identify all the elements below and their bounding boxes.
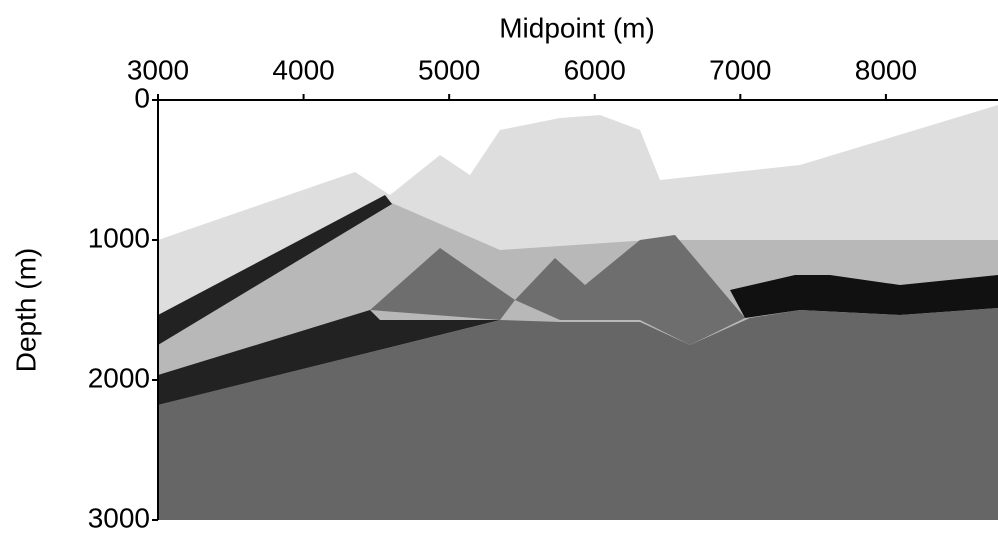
lower-dark-band	[158, 310, 500, 405]
y-axis-title: Depth (m)	[10, 248, 41, 372]
x-tick-label: 4000	[272, 54, 334, 85]
velocity-model	[158, 105, 998, 520]
upper-dark-band	[158, 195, 392, 345]
y-tick-label: 2000	[88, 362, 150, 393]
x-axis-title: Midpoint (m)	[499, 12, 655, 43]
x-tick-label: 5000	[418, 54, 480, 85]
x-tick-label: 7000	[709, 54, 771, 85]
right-dark-band	[730, 275, 998, 318]
x-tick-label: 8000	[855, 54, 917, 85]
x-tick-label: 3000	[127, 54, 189, 85]
wedge	[370, 248, 515, 320]
x-tick-label: 6000	[564, 54, 626, 85]
y-tick-label: 1000	[88, 222, 150, 253]
y-tick-label: 0	[134, 82, 150, 113]
wedge	[515, 235, 745, 345]
basement	[158, 308, 998, 520]
y-tick-label: 3000	[88, 502, 150, 533]
